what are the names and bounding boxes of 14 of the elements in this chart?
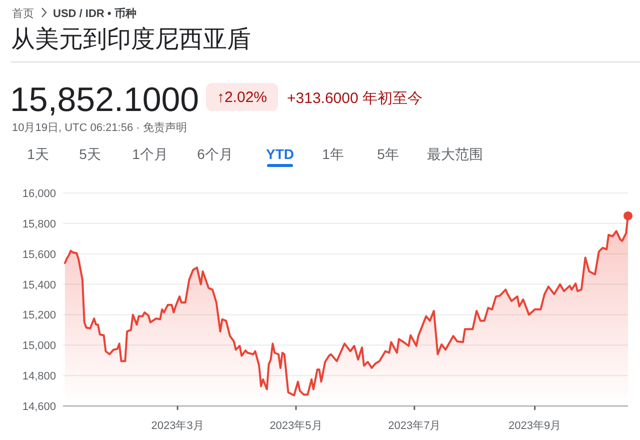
y-tick-label: 16,000 xyxy=(22,188,56,200)
x-tick-label: 2023年5月 xyxy=(270,420,322,432)
y-tick-label: 15,600 xyxy=(22,248,56,261)
y-tick-label: 15,200 xyxy=(22,310,56,322)
y-tick-label: 15,800 xyxy=(22,218,56,230)
x-tick-label: 2023年3月 xyxy=(151,420,204,432)
chart-title: 从美元到印度尼西亚盾 xyxy=(11,26,251,53)
header: 首页 USD / IDR • 币种 从美元到印度尼西亚盾 15,852.1000 ↑2.02% +313.6000 年初至今 10月19日, UTC 06:21:56 · 免责声明 1天 5天 1个月 6个月 YTD 1年 5年 最大范围 xyxy=(10,8,483,162)
x-tick-label: 2023年9月 xyxy=(508,420,562,432)
y-tick-label: 14,800 xyxy=(22,370,56,383)
y-tick-label: 15,400 xyxy=(22,279,56,292)
y-tick-label: 15,000 xyxy=(22,340,56,352)
x-tick-label: 2023年7月 xyxy=(388,420,441,432)
y-tick-label: 14,600 xyxy=(22,401,56,413)
